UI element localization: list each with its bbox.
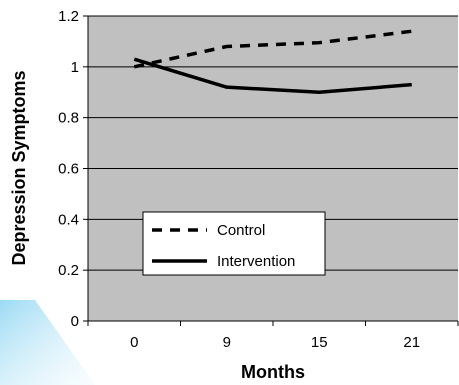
x-tick-label: 15	[311, 334, 328, 351]
y-tick-label: 1.2	[58, 8, 79, 25]
x-tick-labels: 0 9 15 21	[87, 321, 459, 351]
y-tick-label: 0	[71, 313, 79, 330]
legend-box	[142, 211, 326, 276]
y-axis-title: Depression Symptoms	[9, 70, 29, 265]
y-tick-label: 0.4	[58, 211, 79, 228]
legend-label-control: Control	[217, 222, 265, 239]
y-tick-label: 0.6	[58, 161, 79, 178]
x-axis-title: Months	[241, 362, 305, 382]
y-tick-label: 0.8	[58, 110, 79, 127]
x-tick-label: 21	[403, 334, 420, 351]
y-tick-label: 1	[71, 59, 79, 76]
legend-label-intervention: Intervention	[217, 253, 295, 270]
legend: Control Intervention	[142, 211, 326, 276]
watermark-graphic	[0, 300, 95, 385]
x-tick-label: 0	[130, 334, 138, 351]
x-tick-label: 9	[223, 334, 231, 351]
y-tick-label: 0.2	[58, 262, 79, 279]
series-line-intervention	[133, 57, 412, 94]
series-layer	[133, 29, 412, 94]
y-tick-labels: 0 0.2 0.4 0.6 0.8 1 1.2	[58, 8, 88, 330]
